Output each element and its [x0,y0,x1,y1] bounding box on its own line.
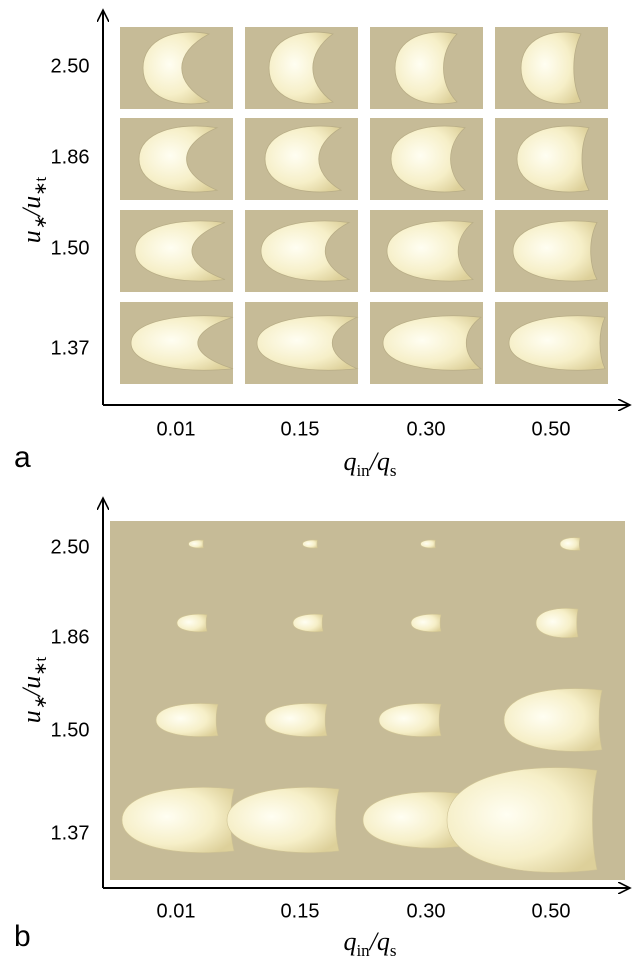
label-part: q [343,927,356,956]
y-tick-label: 1.86 [51,146,90,168]
x-axis-label: qin/qs [343,927,396,958]
dune [189,540,204,548]
x-tick-label: 0.30 [407,900,446,922]
y-tick-label: 2.50 [51,536,90,558]
x-tick-label: 0.50 [532,418,571,440]
label-part: ∗t [31,176,50,195]
x-tick-label: 0.01 [157,418,196,440]
y-tick-label: 1.50 [51,719,90,741]
x-tick-label: 0.30 [407,418,446,440]
y-tick-label: 1.50 [51,237,90,259]
x-tick-label: 0.15 [281,418,320,440]
panel-letter: a [14,441,31,474]
label-part: s [390,461,397,480]
y-tick-label: 1.37 [51,337,90,359]
x-tick-label: 0.01 [157,900,196,922]
label-part: in [356,461,370,480]
label-part: /q [368,927,390,956]
label-part: /u [17,676,46,698]
label-part: in [356,941,370,958]
panel-letter: b [14,920,31,953]
label-part: q [343,447,356,476]
label-part: u [17,230,46,243]
x-tick-label: 0.50 [532,900,571,922]
label-part: ∗t [31,656,50,675]
y-tick-label: 2.50 [51,55,90,77]
dune [560,538,580,551]
y-tick-label: 1.37 [51,822,90,844]
x-axis-label: qin/qs [343,447,396,480]
label-part: u [17,710,46,723]
y-axis-label: u∗/u∗t [17,176,50,243]
label-part: s [390,941,397,958]
label-part: ∗ [31,696,50,710]
label-part: /q [368,447,390,476]
y-axis-label: u∗/u∗t [17,656,50,723]
figure: 2.501.861.501.370.010.150.300.50au∗/u∗tq… [0,0,634,958]
dune [421,540,436,548]
x-tick-label: 0.15 [281,900,320,922]
dune [303,540,318,548]
y-tick-label: 1.86 [51,626,90,648]
label-part: ∗ [31,216,50,230]
label-part: /u [17,196,46,218]
